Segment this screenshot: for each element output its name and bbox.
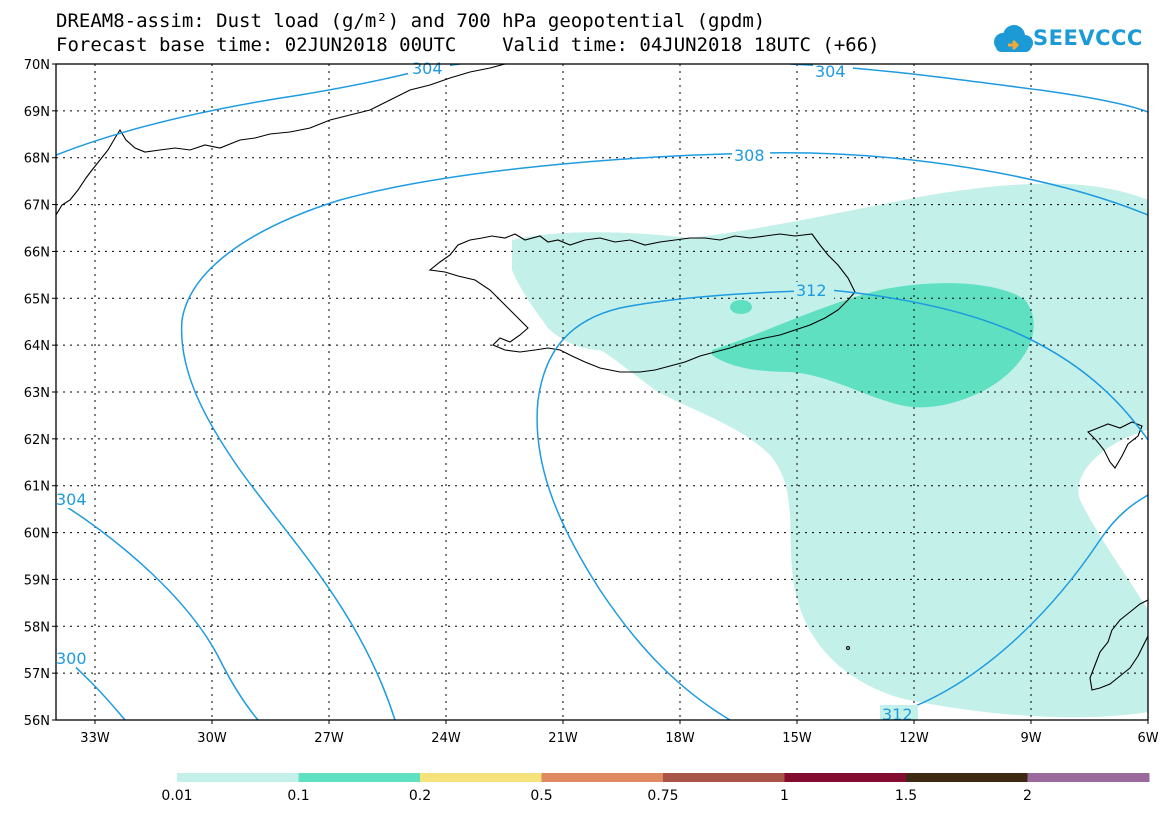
lat-label: 57N [24,667,50,682]
lat-label: 64N [24,339,50,354]
colorbar-labels: 0.01 0.1 0.2 0.5 0.75 1 1.5 2 [161,788,1032,804]
greenland-coast [56,64,506,216]
colorbar-swatch [541,773,664,782]
lat-label: 70N [24,58,50,73]
lat-label: 67N [24,199,50,214]
dust-area-medium [712,283,1034,408]
lat-label: 68N [24,152,50,167]
colorbar-swatch [298,773,421,782]
lat-label: 65N [24,292,50,307]
lat-label: 69N [24,105,50,120]
lon-label: 15W [782,731,812,746]
lat-label: 56N [24,714,50,729]
lon-label: 6W [1137,731,1158,746]
coastlines [56,64,1148,691]
lat-label: 63N [24,386,50,401]
contour-308 [180,152,1148,720]
colorbar-tick-label: 0.75 [647,788,678,804]
colorbar-swatch [1027,773,1150,782]
map-title: DREAM8-assim: Dust load (g/m²) and 700 h… [56,10,766,32]
lon-label: 27W [314,731,344,746]
colorbar-tick-label: 0.01 [161,788,192,804]
lon-label: 24W [431,731,461,746]
colorbar-swatch [784,773,907,782]
colorbar-tick-label: 2 [1023,788,1032,804]
small-island [845,645,851,651]
contour-label-300: 300 [56,649,87,668]
colorbar-swatch [906,773,1028,782]
iceland-coast [428,233,856,373]
contour-label-308: 308 [734,146,765,165]
seevccc-logo [990,22,1150,62]
latitude-labels: 70N 69N 68N 67N 66N 65N 64N 63N 62N 61N 60N 59N 58N 5… [24,58,50,729]
logo-text: SEEVCCC [1033,26,1143,50]
contour-312 [536,289,1148,720]
contour-304-sw [56,499,259,720]
lon-label: 21W [548,731,578,746]
contour-labels: 304 304 308 312 312 304 300 [56,59,918,724]
axis-ticks [52,63,1149,724]
contour-label-304: 304 [412,59,443,78]
dust-spot [730,300,752,314]
longitude-labels: 33W 30W 27W 24W 21W 18W 15W 12W 9W 6W [80,731,1158,746]
contour-label-304: 304 [815,62,846,81]
lon-label: 12W [899,731,929,746]
colorbar-tick-label: 1.5 [895,788,917,804]
lon-label: 18W [665,731,695,746]
colorbar-tick-label: 1 [780,788,789,804]
colorbar-swatch [420,773,542,782]
contour-label-304: 304 [56,490,87,509]
lat-label: 66N [24,245,50,260]
colorbar-swatch [663,773,785,782]
contour-304-north [56,64,461,156]
lon-label: 33W [80,731,110,746]
faroe-coast [1087,421,1143,469]
lon-label: 9W [1020,731,1041,746]
dust-load-shading [512,183,1148,718]
cloud-icon [994,25,1033,52]
graticule [56,64,1148,720]
geopotential-contours [56,64,1148,720]
colorbar-swatch [177,773,299,782]
contour-label-312: 312 [882,705,913,724]
colorbar-tick-label: 0.2 [409,788,431,804]
lat-label: 60N [24,527,50,542]
lat-label: 62N [24,433,50,448]
colorbar-tick-label: 0.5 [530,788,552,804]
colorbar [177,773,1150,782]
lat-label: 59N [24,573,50,588]
contour-304-ne [789,64,1148,113]
lat-label: 58N [24,620,50,635]
lat-label: 61N [24,480,50,495]
map-subtitle: Forecast base time: 02JUN2018 00UTC Vali… [56,34,880,56]
contour-label-312: 312 [796,281,827,300]
colorbar-tick-label: 0.1 [287,788,309,804]
lon-label: 30W [197,731,227,746]
scotland-coast [1089,599,1148,691]
dust-area-low [512,183,1148,718]
